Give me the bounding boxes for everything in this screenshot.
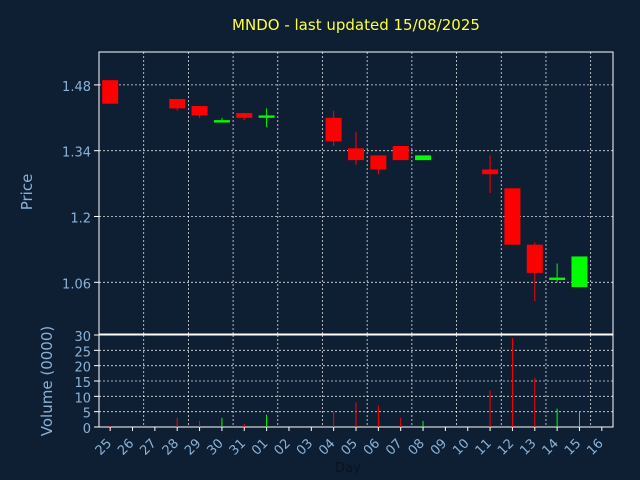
- volume-tick-label: 10: [74, 391, 91, 406]
- x-tick-label: 09: [428, 436, 450, 458]
- volume-bars: [109, 338, 580, 427]
- volume-tick-label: 30: [74, 330, 91, 345]
- candle-body: [236, 113, 253, 118]
- candle-body: [370, 155, 387, 170]
- volume-tick-label: 25: [74, 345, 91, 360]
- x-tick-label: 29: [182, 436, 204, 458]
- volume-axis-label: Volume (0000): [38, 326, 56, 436]
- x-tick-label: 15: [562, 436, 584, 458]
- candle-06: [370, 155, 387, 175]
- x-tick-label: 03: [294, 436, 316, 458]
- candle-05: [348, 131, 364, 165]
- x-tick-label: 11: [473, 436, 495, 458]
- volume-tick-label: 5: [83, 407, 91, 422]
- candle-11: [482, 155, 499, 193]
- candle-body: [191, 106, 208, 116]
- x-tick-label: 06: [361, 436, 383, 458]
- x-axis-label: Day: [335, 461, 361, 476]
- price-plot-frame: [98, 51, 614, 335]
- candle-14: [549, 263, 566, 283]
- candle-25: [102, 80, 119, 104]
- candle-30: [213, 117, 230, 123]
- volume-tick-label: 0: [83, 422, 91, 437]
- candle-body: [482, 169, 499, 175]
- x-tick-label: 27: [137, 436, 159, 458]
- price-tick-label: 1.48: [62, 80, 91, 95]
- candle-body: [571, 256, 588, 287]
- x-tick-labels: 25 26 27 28 29 30 31 01 02 03 04 05 06 07 08 09 10 11 12 13…: [93, 427, 607, 459]
- volume-tick-label: 20: [74, 361, 91, 376]
- candle-body: [392, 146, 409, 161]
- price-panel: 1.06 1.2 1.34 1.48 Price: [18, 51, 614, 335]
- candle-28: [169, 99, 186, 111]
- x-tick-label: 26: [115, 436, 137, 458]
- candle-01: [258, 108, 275, 128]
- candle-07: [392, 146, 409, 161]
- candle-body: [169, 99, 186, 109]
- volume-grid: [99, 335, 613, 427]
- x-tick-label: 28: [160, 436, 182, 458]
- candle-15: [571, 256, 588, 287]
- candle-body: [526, 244, 543, 273]
- candle-body: [102, 80, 119, 104]
- price-y-ticks: 1.06 1.2 1.34 1.48: [62, 80, 99, 292]
- candle-body: [348, 148, 364, 161]
- price-tick-label: 1.34: [62, 146, 91, 161]
- x-tick-label: 12: [495, 436, 517, 458]
- candle-04: [325, 110, 342, 146]
- x-tick-label: 08: [406, 436, 428, 458]
- x-tick-label: 30: [204, 436, 226, 458]
- candle-body: [325, 117, 342, 142]
- x-tick-label: 07: [383, 436, 405, 458]
- candle-31: [236, 113, 253, 121]
- x-tick-label: 10: [450, 436, 472, 458]
- candle-13: [526, 242, 543, 302]
- chart-title: MNDO - last updated 15/08/2025: [232, 16, 480, 34]
- candles: [102, 80, 588, 302]
- x-tick-label: 14: [540, 436, 562, 458]
- x-tick-label: 16: [584, 436, 606, 458]
- price-tick-label: 1.06: [62, 277, 91, 292]
- candle-12: [504, 188, 521, 245]
- x-tick-label: 25: [93, 436, 115, 458]
- x-tick-label: 04: [316, 436, 338, 458]
- price-tick-label: 1.2: [70, 212, 91, 227]
- candle-body: [504, 188, 521, 245]
- candle-body: [213, 120, 230, 123]
- candle-body: [258, 115, 275, 118]
- x-tick-label: 13: [517, 436, 539, 458]
- candle-body: [415, 155, 432, 161]
- x-tick-label: 02: [271, 436, 293, 458]
- candle-29: [191, 106, 208, 118]
- x-tick-label: 01: [249, 436, 271, 458]
- volume-tick-label: 15: [74, 376, 91, 391]
- x-tick-label: 31: [227, 436, 249, 458]
- x-tick-label: 05: [339, 436, 361, 458]
- price-grid: [99, 52, 613, 334]
- price-axis-label: Price: [18, 174, 36, 211]
- candle-08: [415, 155, 432, 161]
- candle-body: [549, 277, 566, 280]
